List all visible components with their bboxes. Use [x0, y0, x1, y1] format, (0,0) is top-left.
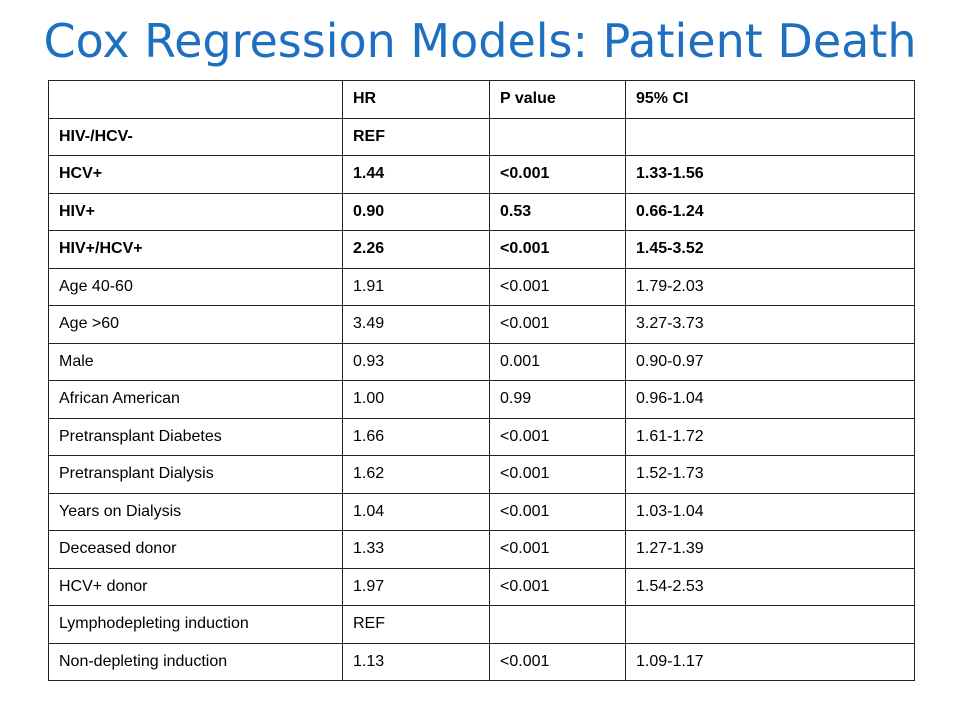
- cell-ci: 3.27-3.73: [625, 305, 915, 344]
- cell-hr: 0.90: [342, 192, 490, 231]
- cell-hr: 3.49: [342, 305, 490, 344]
- cell-hr: REF: [342, 605, 490, 644]
- cell-p-value: <0.001: [489, 267, 626, 306]
- cell-hr: 1.91: [342, 267, 490, 306]
- table-row: Age >60 3.49 <0.001 3.27-3.73: [48, 305, 915, 344]
- cell-hr: 1.62: [342, 455, 490, 494]
- cell-p-value: 0.99: [489, 380, 626, 419]
- cell-hr: REF: [342, 117, 490, 156]
- cell-variable: HIV+/HCV+: [48, 230, 343, 269]
- cell-p-value: <0.001: [489, 567, 626, 606]
- cell-ci: 0.66-1.24: [625, 192, 915, 231]
- table-row: HCV+ donor 1.97 <0.001 1.54-2.53: [48, 567, 915, 606]
- cell-hr: 0.93: [342, 342, 490, 381]
- cell-ci: 1.79-2.03: [625, 267, 915, 306]
- cell-p-value: <0.001: [489, 417, 626, 456]
- cell-variable: Years on Dialysis: [48, 492, 343, 531]
- cell-p-value: 0.001: [489, 342, 626, 381]
- cell-variable: Deceased donor: [48, 530, 343, 569]
- cell-ci: 1.03-1.04: [625, 492, 915, 531]
- page-title: Cox Regression Models: Patient Death: [43, 14, 917, 68]
- cell-p-value: <0.001: [489, 305, 626, 344]
- table-row: Non-depleting induction 1.13 <0.001 1.09-1.…: [48, 642, 915, 681]
- cell-p-value: <0.001: [489, 642, 626, 681]
- cell-ci: [625, 117, 915, 156]
- cell-ci: 1.27-1.39: [625, 530, 915, 569]
- cell-variable: Lymphodepleting induction: [48, 605, 343, 644]
- cell-variable: African American: [48, 380, 343, 419]
- cell-ci: 1.09-1.17: [625, 642, 915, 681]
- cox-regression-table: HR P value 95% CI HIV-/HCV- REF HCV+ 1.44 <0…: [48, 80, 915, 681]
- cell-hr: 1.04: [342, 492, 490, 531]
- cell-p-value: <0.001: [489, 230, 626, 269]
- cell-ci: 1.33-1.56: [625, 155, 915, 194]
- cell-ci: 0.96-1.04: [625, 380, 915, 419]
- cell-hr: 1.97: [342, 567, 490, 606]
- cell-variable: Male: [48, 342, 343, 381]
- header-cell-variable: [48, 80, 343, 119]
- cell-hr: 1.66: [342, 417, 490, 456]
- cell-variable: Non-depleting induction: [48, 642, 343, 681]
- cell-variable: HCV+ donor: [48, 567, 343, 606]
- header-cell-p-value: P value: [489, 80, 626, 119]
- cell-p-value: <0.001: [489, 492, 626, 531]
- cell-variable: Age >60: [48, 305, 343, 344]
- cell-hr: 1.13: [342, 642, 490, 681]
- cell-variable: Pretransplant Dialysis: [48, 455, 343, 494]
- cell-ci: 1.61-1.72: [625, 417, 915, 456]
- table-row: Lymphodepleting induction REF: [48, 605, 915, 644]
- table-body: HR P value 95% CI HIV-/HCV- REF HCV+ 1.44 <0…: [48, 80, 915, 681]
- table-row: Years on Dialysis 1.04 <0.001 1.03-1.04: [48, 492, 915, 531]
- cell-hr: 1.33: [342, 530, 490, 569]
- cell-variable: HCV+: [48, 155, 343, 194]
- cell-ci: 0.90-0.97: [625, 342, 915, 381]
- cell-ci: 1.45-3.52: [625, 230, 915, 269]
- cell-hr: 1.44: [342, 155, 490, 194]
- cell-p-value: [489, 605, 626, 644]
- table-row: Deceased donor 1.33 <0.001 1.27-1.39: [48, 530, 915, 569]
- table-header-row: HR P value 95% CI: [48, 80, 915, 119]
- cell-hr: 1.00: [342, 380, 490, 419]
- table-row: African American 1.00 0.99 0.96-1.04: [48, 380, 915, 419]
- table-row: Pretransplant Diabetes 1.66 <0.001 1.61-1.7…: [48, 417, 915, 456]
- table-row: HCV+ 1.44 <0.001 1.33-1.56: [48, 155, 915, 194]
- cell-ci: 1.54-2.53: [625, 567, 915, 606]
- cell-ci: [625, 605, 915, 644]
- cell-variable: Age 40-60: [48, 267, 343, 306]
- cell-p-value: <0.001: [489, 530, 626, 569]
- cell-p-value: <0.001: [489, 155, 626, 194]
- table-row: Age 40-60 1.91 <0.001 1.79-2.03: [48, 267, 915, 306]
- cell-p-value: <0.001: [489, 455, 626, 494]
- cell-p-value: 0.53: [489, 192, 626, 231]
- table-row: HIV+ 0.90 0.53 0.66-1.24: [48, 192, 915, 231]
- header-cell-ci: 95% CI: [625, 80, 915, 119]
- cell-ci: 1.52-1.73: [625, 455, 915, 494]
- cell-variable: HIV+: [48, 192, 343, 231]
- table-row: Male 0.93 0.001 0.90-0.97: [48, 342, 915, 381]
- cell-variable: HIV-/HCV-: [48, 117, 343, 156]
- table-row: HIV+/HCV+ 2.26 <0.001 1.45-3.52: [48, 230, 915, 269]
- header-cell-hr: HR: [342, 80, 490, 119]
- cell-hr: 2.26: [342, 230, 490, 269]
- cell-p-value: [489, 117, 626, 156]
- table-row: Pretransplant Dialysis 1.62 <0.001 1.52-1.7…: [48, 455, 915, 494]
- cell-variable: Pretransplant Diabetes: [48, 417, 343, 456]
- table-row: HIV-/HCV- REF: [48, 117, 915, 156]
